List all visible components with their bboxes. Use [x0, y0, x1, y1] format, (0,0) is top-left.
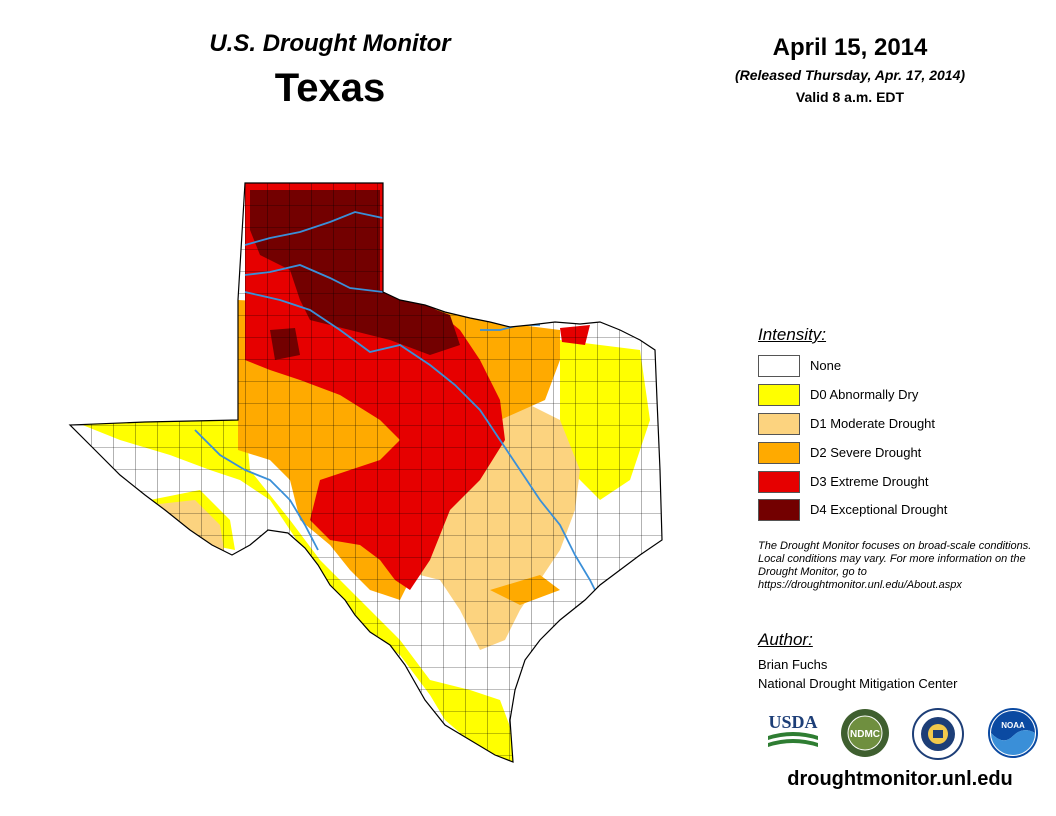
ndmc-logo: NDMC	[841, 709, 889, 757]
county-lines	[70, 183, 662, 762]
drought-layers	[70, 183, 662, 762]
river-red	[244, 211, 384, 246]
disclaimer-note: The Drought Monitor focuses on broad-sca…	[758, 540, 1032, 591]
river-rio-grande	[194, 429, 319, 551]
legend-swatch-d3	[758, 471, 800, 493]
legend-swatch-d0	[758, 384, 800, 406]
usda-logo-text: USDA	[768, 712, 817, 732]
legend-swatch-d2	[758, 442, 800, 464]
website-url[interactable]: droughtmonitor.unl.edu	[787, 768, 1013, 790]
river-trinity	[244, 291, 601, 601]
legend-label-d4: D4 Exceptional Drought	[810, 502, 948, 517]
author-organization: National Drought Mitigation Center	[758, 676, 958, 691]
valid-time: Valid 8 a.m. EDT	[795, 89, 905, 105]
legend-swatch-none	[758, 355, 800, 377]
state-outline	[68, 182, 663, 763]
legend-label-d3: D3 Extreme Drought	[810, 474, 929, 489]
river-brazos	[244, 264, 384, 293]
texas-drought-map	[68, 182, 663, 763]
legend-label-none: None	[810, 358, 842, 373]
release-date: (Released Thursday, Apr. 17, 2014)	[734, 67, 966, 83]
noaa-logo: NOAA	[988, 708, 1038, 758]
legend-swatch-d4	[758, 499, 800, 521]
author-heading: Author:	[758, 630, 813, 649]
legend-label-d1: D1 Moderate Drought	[810, 416, 936, 431]
state-title: Texas	[274, 66, 386, 110]
ndmc-logo-text: NDMC	[850, 729, 880, 740]
usda-logo: USDA	[768, 712, 818, 747]
legend-swatch-d1	[758, 413, 800, 435]
valid-date: April 15, 2014	[772, 34, 928, 61]
doc-seal-icon	[912, 708, 964, 760]
legend-label-d2: D2 Severe Drought	[810, 445, 922, 460]
product-title: U.S. Drought Monitor	[209, 30, 451, 57]
legend-label-d0: D0 Abnormally Dry	[810, 387, 919, 402]
noaa-logo-text: NOAA	[1001, 721, 1025, 730]
author-name: Brian Fuchs	[758, 657, 828, 672]
legend-title: Intensity:	[758, 325, 827, 344]
